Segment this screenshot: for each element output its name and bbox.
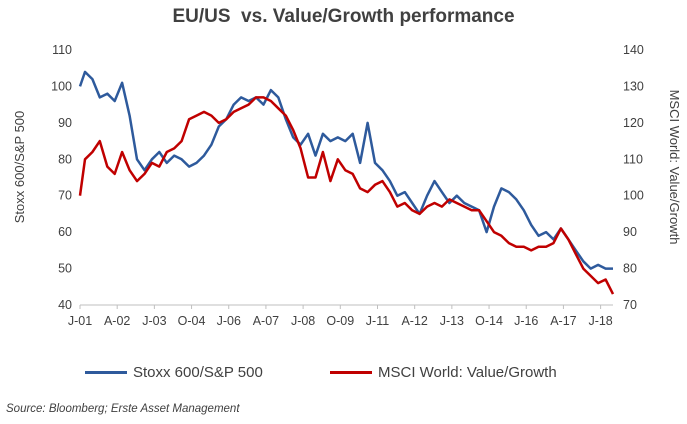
- series-line-stoxx: [78, 70, 613, 270]
- legend-item-msci: MSCI World: Value/Growth: [330, 364, 557, 381]
- x-tick-label: J-06: [217, 314, 241, 328]
- y-left-tick-label: 90: [58, 116, 72, 130]
- x-tick-label: J-13: [440, 314, 464, 328]
- x-tick-label: A-02: [104, 314, 130, 328]
- y-left-tick-label: 50: [58, 262, 72, 276]
- y-right-tick-label: 100: [623, 189, 644, 203]
- y-left-tick-label: 110: [52, 43, 72, 57]
- y-right-tick-label: 140: [623, 43, 644, 57]
- y-axis-left-label: Stoxx 600/S&P 500: [12, 111, 27, 224]
- y-left-tick-label: 40: [58, 298, 72, 312]
- legend-swatch-msci: [330, 371, 372, 374]
- y-right-tick-label: 90: [623, 225, 637, 239]
- y-right-tick-label: 120: [623, 116, 644, 130]
- x-tick-label: O-09: [326, 314, 354, 328]
- x-tick-label: A-17: [550, 314, 576, 328]
- chart-axes: 40 50 60 70 80 90 100 110 70 80 90 100 110 120 130 140 J…: [51, 43, 644, 328]
- legend-label-msci: MSCI World: Value/Growth: [378, 364, 557, 381]
- x-tick-label: J-16: [514, 314, 538, 328]
- x-tick-label: J-11: [366, 314, 389, 328]
- y-right-tick-label: 80: [623, 262, 637, 276]
- x-tick-label: J-01: [68, 314, 92, 328]
- chart-title: EU/US vs. Value/Growth performance: [172, 6, 515, 27]
- x-tick-label: J-08: [291, 314, 315, 328]
- y-left-tick-label: 80: [58, 152, 72, 166]
- y-axis-right-label: MSCI World: Value/Growth: [667, 90, 682, 245]
- series-layer: [78, 70, 615, 295]
- x-tick-label: A-12: [401, 314, 427, 328]
- legend-swatch-stoxx: [85, 371, 127, 374]
- legend-label-stoxx: Stoxx 600/S&P 500: [133, 364, 263, 381]
- y-right-tick-label: 70: [623, 298, 637, 312]
- x-tick-label: A-07: [253, 314, 279, 328]
- y-left-tick-label: 100: [51, 79, 72, 93]
- series-line-msci: [78, 96, 615, 295]
- x-tick-label: O-14: [475, 314, 503, 328]
- legend-item-stoxx: Stoxx 600/S&P 500: [85, 364, 263, 381]
- x-tick-label: J-03: [142, 314, 166, 328]
- x-tick-label: J-18: [588, 314, 612, 328]
- source-note: Source: Bloomberg; Erste Asset Managemen…: [6, 403, 240, 415]
- x-tick-label: O-04: [178, 314, 206, 328]
- y-left-tick-label: 70: [58, 189, 72, 203]
- y-right-tick-label: 130: [623, 79, 644, 93]
- y-right-tick-label: 110: [623, 152, 643, 166]
- y-left-tick-label: 60: [58, 225, 72, 239]
